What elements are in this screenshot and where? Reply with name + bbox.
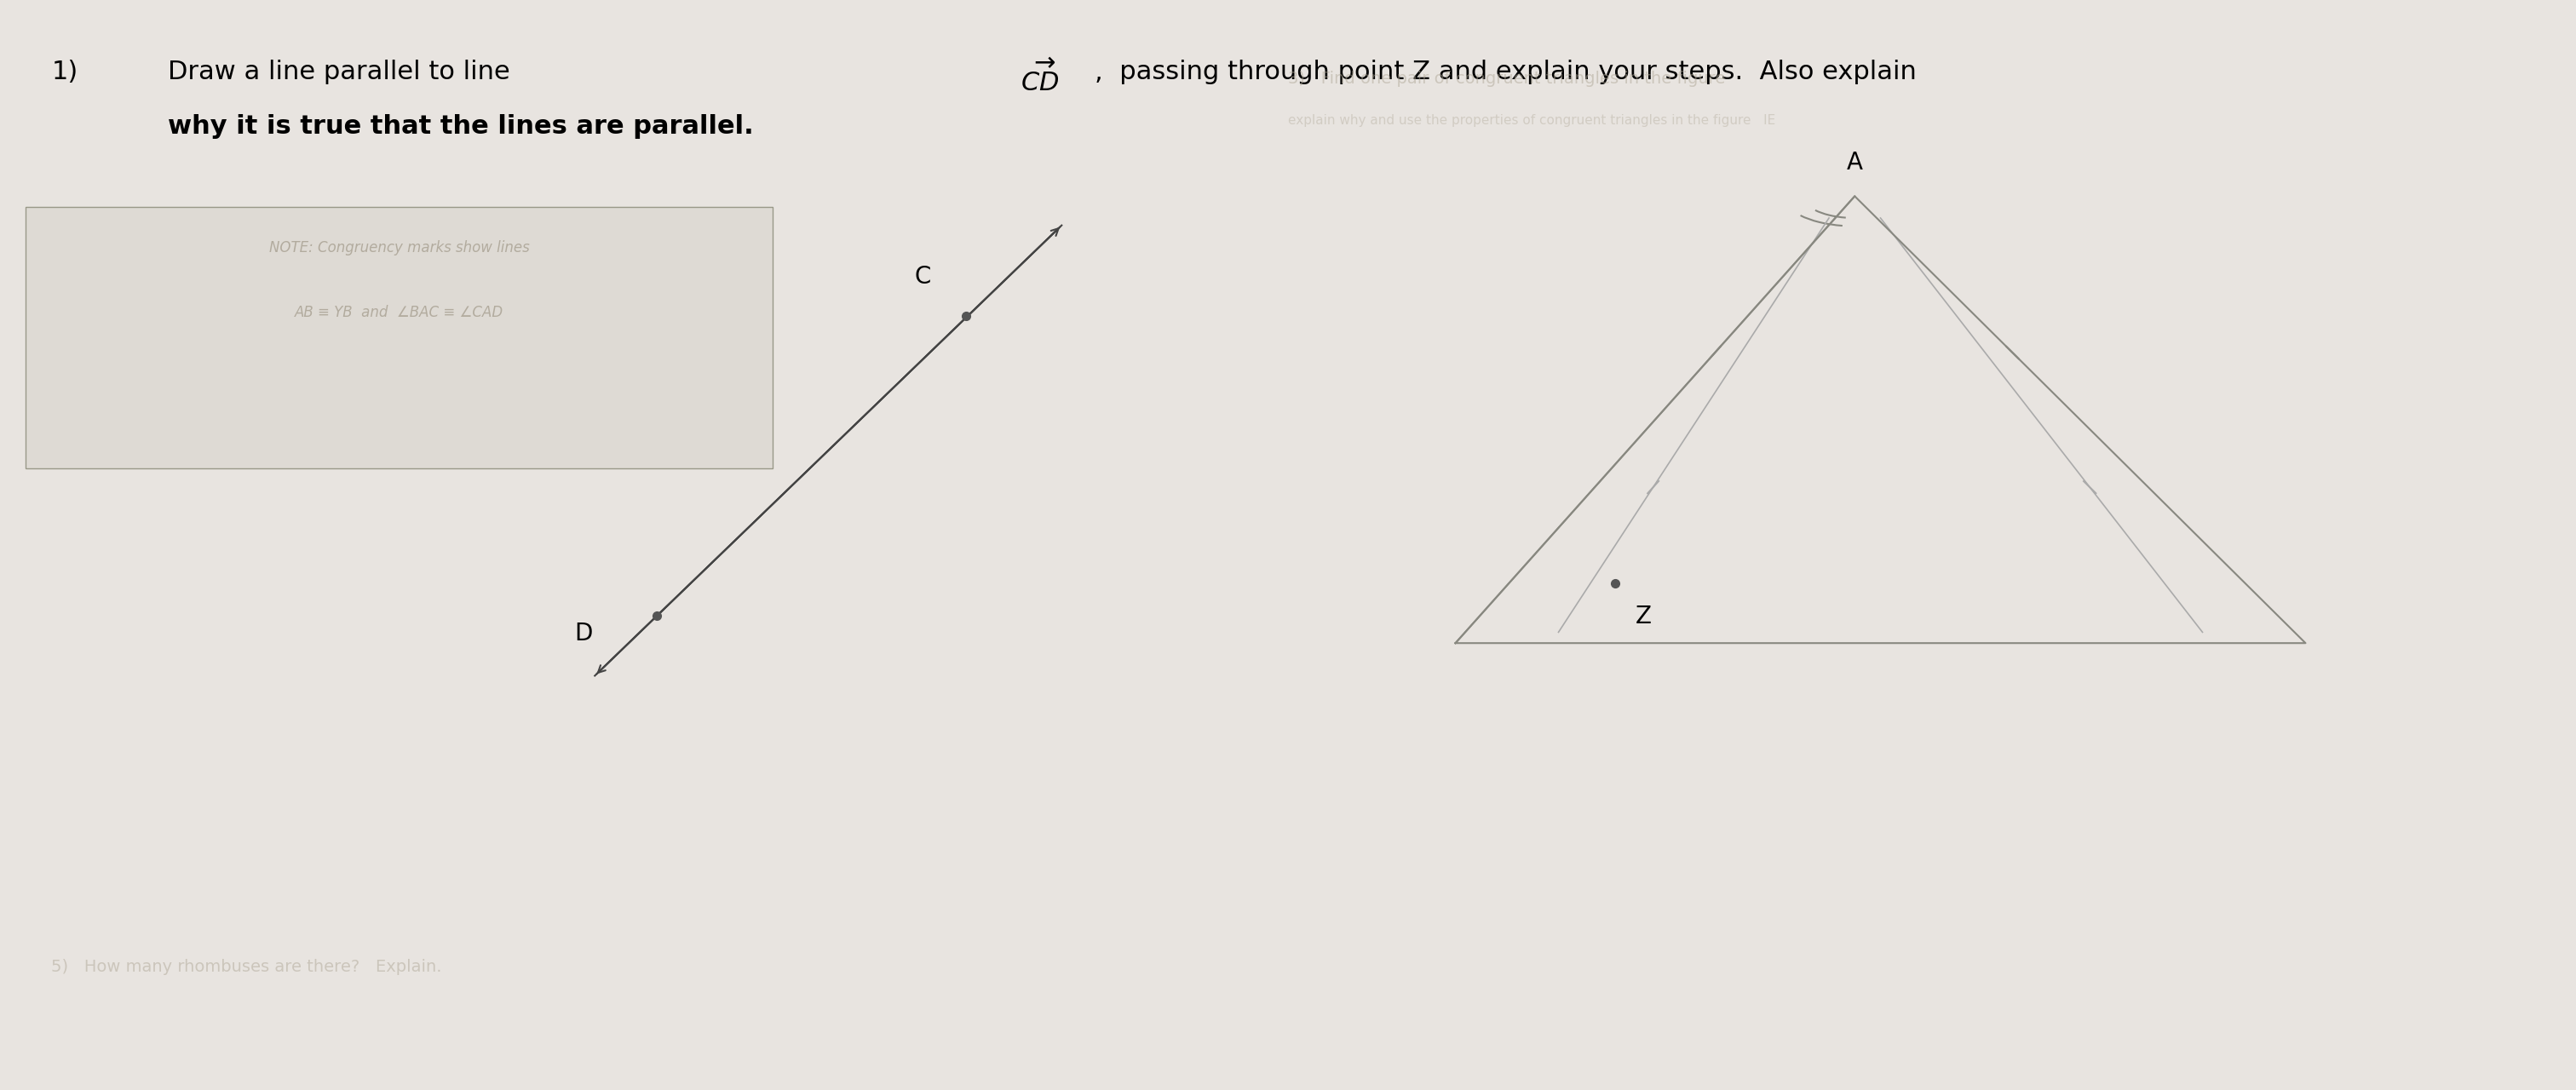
Text: NOTE: Congruency marks show lines: NOTE: Congruency marks show lines — [268, 240, 531, 255]
Text: C: C — [914, 265, 930, 289]
FancyBboxPatch shape — [26, 207, 773, 469]
Text: explain why and use the properties of congruent triangles in the figure   IE: explain why and use the properties of co… — [1288, 114, 1775, 128]
Text: A: A — [1847, 150, 1862, 174]
Text: 3)   Find one pair of congruent triangles in the figure: 3) Find one pair of congruent triangles … — [1288, 71, 1726, 87]
Text: D: D — [574, 621, 592, 645]
Text: $\overrightarrow{CD}$: $\overrightarrow{CD}$ — [1020, 60, 1059, 97]
Text: ,  passing through point Z and explain your steps.  Also explain: , passing through point Z and explain yo… — [1095, 60, 1917, 85]
Text: Draw a line parallel to line: Draw a line parallel to line — [167, 60, 518, 85]
Text: why it is true that the lines are parallel.: why it is true that the lines are parall… — [167, 114, 752, 140]
Text: AB ≡ YB  and  ∠BAC ≡ ∠CAD: AB ≡ YB and ∠BAC ≡ ∠CAD — [294, 305, 505, 320]
Text: 5)   How many rhombuses are there?   Explain.: 5) How many rhombuses are there? Explain… — [52, 959, 443, 976]
Text: 1): 1) — [52, 60, 77, 85]
Text: Z: Z — [1636, 605, 1651, 629]
